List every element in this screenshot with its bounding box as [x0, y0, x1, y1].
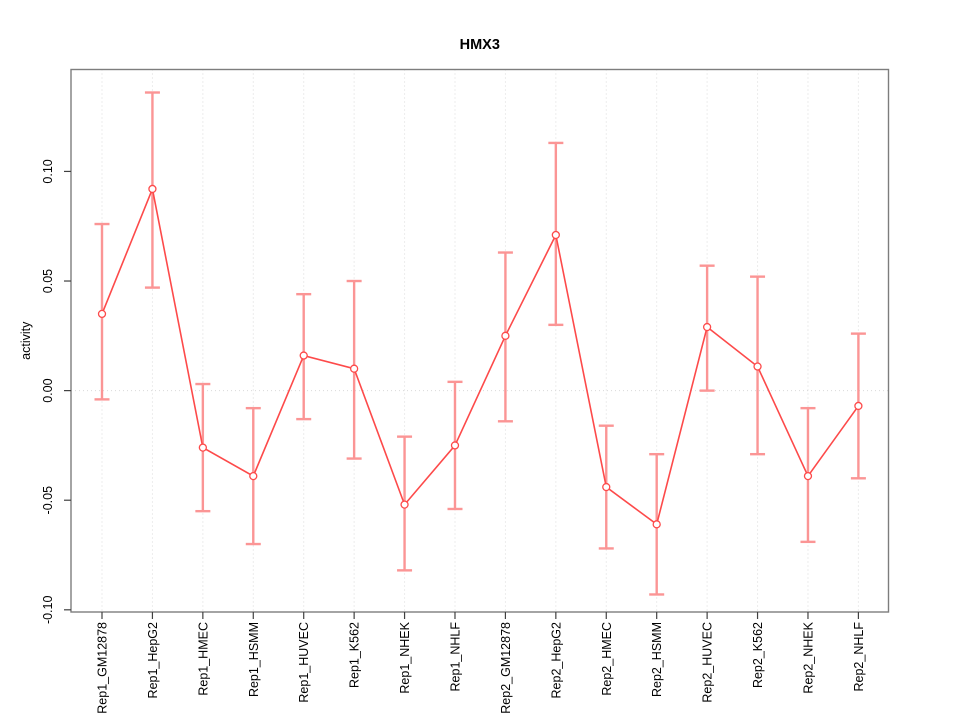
- data-point: [854, 401, 863, 411]
- data-point: [450, 441, 460, 450]
- y-axis-title: activity: [19, 321, 33, 360]
- series-line: [101, 186, 860, 526]
- x-tick-label: Rep2_GM12878: [499, 622, 513, 714]
- x-tick-label: Rep1_HSMM: [247, 622, 261, 697]
- data-point: [349, 364, 359, 373]
- x-tick-label: Rep1_NHEK: [398, 621, 412, 693]
- x-tick-label: Rep2_HMEC: [600, 622, 614, 696]
- data-point: [97, 309, 107, 319]
- data-point: [501, 331, 510, 340]
- chart-title: HMX3: [460, 37, 500, 53]
- plot-box: [70, 68, 890, 613]
- data-point: [249, 471, 258, 481]
- data-point: [753, 362, 762, 371]
- data-point: [299, 351, 308, 360]
- x-tick-label: Rep2_K562: [751, 622, 765, 688]
- x-tick-label: Rep2_HepG2: [549, 622, 563, 698]
- x-tick-label: Rep1_HMEC: [196, 622, 210, 696]
- x-tick-label: Rep2_HUVEC: [701, 622, 715, 703]
- y-tick-label: 0.05: [41, 269, 55, 293]
- y-axis: -0.10 -0.05 0.00 0.05 0.10: [41, 159, 71, 624]
- x-tick-label: Rep2_NHLF: [852, 622, 866, 692]
- y-tick-label: -0.10: [41, 596, 55, 625]
- x-tick-label: Rep1_GM12878: [96, 622, 110, 714]
- data-point: [551, 230, 560, 240]
- x-tick-label: Rep1_NHLF: [448, 622, 462, 692]
- y-tick-label: -0.05: [41, 486, 55, 515]
- x-tick-label: Rep2_NHEK: [801, 621, 815, 693]
- data-point: [198, 443, 208, 452]
- data-point: [400, 500, 409, 509]
- y-tick-label: 0.10: [41, 159, 55, 183]
- error-bars: [94, 91, 866, 596]
- data-point: [702, 322, 712, 332]
- data-point: [602, 482, 611, 492]
- x-tick-label: Rep2_HSMM: [650, 622, 664, 697]
- data-point: [652, 520, 661, 529]
- x-axis: Rep1_GM12878 Rep1_HepG2 Rep1_HMEC Rep1_HSMM…: [96, 612, 866, 714]
- x-tick-label: Rep1_HepG2: [146, 622, 160, 698]
- data-point: [803, 471, 813, 481]
- x-tick-label: Rep1_HUVEC: [297, 622, 311, 703]
- x-tick-label: Rep1_K562: [348, 622, 362, 688]
- y-tick-label: 0.00: [41, 378, 55, 402]
- data-points: [97, 184, 863, 529]
- data-point: [148, 184, 157, 194]
- gridlines: [71, 69, 889, 612]
